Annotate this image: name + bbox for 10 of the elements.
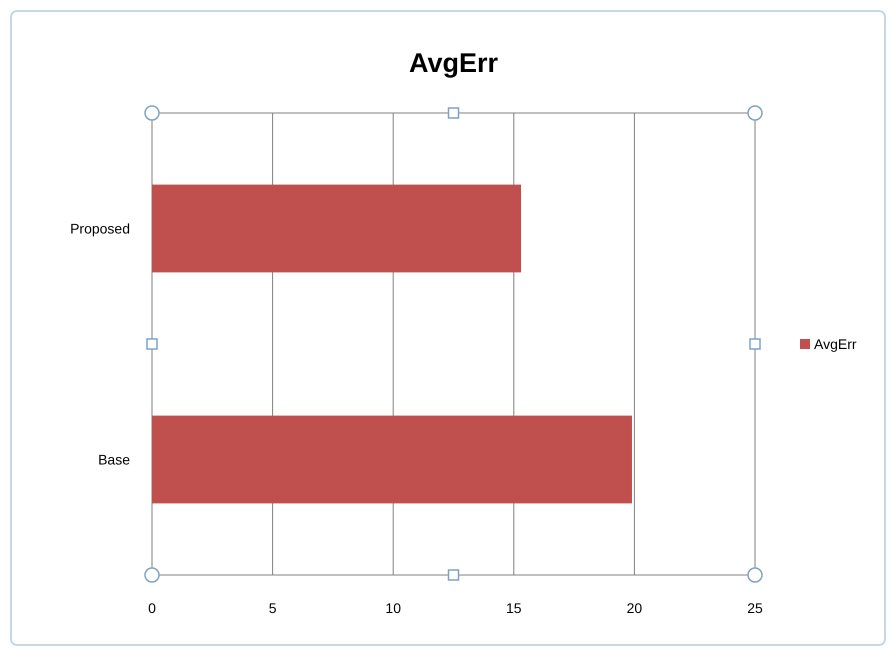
x-tick-label: 20 <box>626 600 642 616</box>
x-tick-label: 10 <box>385 600 402 616</box>
legend-label: AvgErr <box>814 336 857 352</box>
x-tick-label: 15 <box>506 600 522 616</box>
y-tick-label: Proposed <box>70 220 130 236</box>
x-tick-label: 0 <box>148 600 156 616</box>
y-tick-label: Base <box>98 452 130 468</box>
x-tick-label: 5 <box>268 600 277 616</box>
x-tick-label: 25 <box>747 600 763 616</box>
chart-title: AvgErr <box>408 48 499 78</box>
